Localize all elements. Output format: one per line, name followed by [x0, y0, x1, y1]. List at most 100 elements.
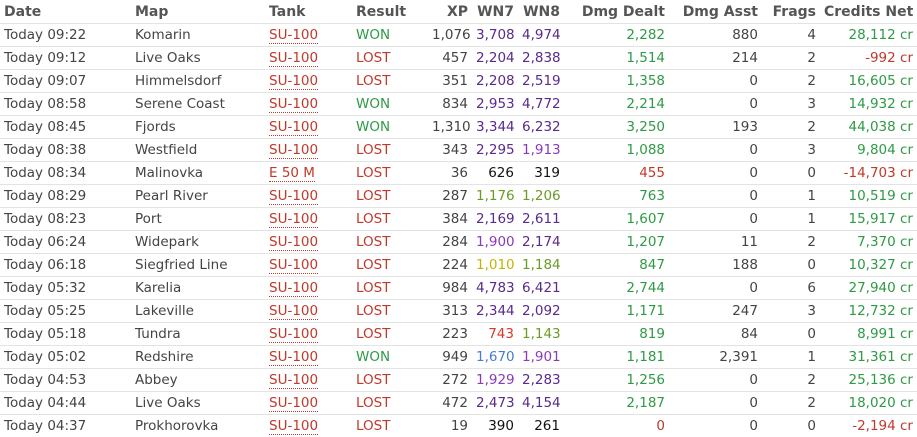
cell-xp: 224 — [428, 254, 472, 277]
tank-link[interactable]: SU-100 — [269, 73, 318, 90]
cell-wn7: 1,929 — [472, 369, 518, 392]
cell-date: Today 09:07 — [0, 70, 131, 93]
cell-date: Today 04:37 — [0, 415, 131, 437]
cell-frags: 1 — [762, 208, 820, 231]
cell-map: Port — [131, 208, 265, 231]
cell-date: Today 06:24 — [0, 231, 131, 254]
cell-wn8: 2,611 — [518, 208, 564, 231]
tank-link[interactable]: SU-100 — [269, 395, 318, 412]
cell-credits-net: -14,703 cr — [820, 162, 917, 185]
cell-wn8: 319 — [518, 162, 564, 185]
cell-wn7: 2,208 — [472, 70, 518, 93]
cell-frags: 4 — [762, 24, 820, 47]
col-header-date[interactable]: Date — [0, 0, 131, 24]
cell-wn7: 4,783 — [472, 277, 518, 300]
cell-xp: 223 — [428, 323, 472, 346]
tank-link[interactable]: SU-100 — [269, 211, 318, 228]
cell-credits-net: 31,361 cr — [820, 346, 917, 369]
col-header-credits-net[interactable]: Credits Net — [820, 0, 917, 24]
tank-link[interactable]: SU-100 — [269, 96, 318, 113]
cell-xp: 384 — [428, 208, 472, 231]
cell-wn8: 6,232 — [518, 116, 564, 139]
col-header-dmg-dealt[interactable]: Dmg Dealt — [564, 0, 669, 24]
cell-wn7: 2,344 — [472, 300, 518, 323]
tank-link[interactable]: SU-100 — [269, 326, 318, 343]
cell-map: Westfield — [131, 139, 265, 162]
cell-wn7: 3,344 — [472, 116, 518, 139]
cell-date: Today 08:34 — [0, 162, 131, 185]
col-header-wn8[interactable]: WN8 — [518, 0, 564, 24]
cell-dmg-asst: 0 — [669, 139, 762, 162]
col-header-result[interactable]: Result — [352, 0, 428, 24]
cell-tank: SU-100 — [265, 369, 352, 392]
cell-wn8: 1,206 — [518, 185, 564, 208]
cell-result: LOST — [352, 254, 428, 277]
cell-result: LOST — [352, 392, 428, 415]
cell-dmg-dealt: 2,214 — [564, 93, 669, 116]
cell-credits-net: 27,940 cr — [820, 277, 917, 300]
tank-link[interactable]: SU-100 — [269, 280, 318, 297]
col-header-wn7[interactable]: WN7 — [472, 0, 518, 24]
cell-frags: 0 — [762, 162, 820, 185]
tank-link[interactable]: SU-100 — [269, 372, 318, 389]
cell-dmg-dealt: 2,744 — [564, 277, 669, 300]
cell-date: Today 05:02 — [0, 346, 131, 369]
tank-link[interactable]: SU-100 — [269, 257, 318, 274]
cell-credits-net: 10,327 cr — [820, 254, 917, 277]
cell-xp: 834 — [428, 93, 472, 116]
cell-tank: SU-100 — [265, 116, 352, 139]
col-header-dmg-asst[interactable]: Dmg Asst — [669, 0, 762, 24]
cell-dmg-dealt: 1,256 — [564, 369, 669, 392]
cell-wn7: 626 — [472, 162, 518, 185]
cell-tank: SU-100 — [265, 24, 352, 47]
cell-wn7: 2,953 — [472, 93, 518, 116]
header-row: Date Map Tank Result XP WN7 WN8 Dmg Deal… — [0, 0, 917, 24]
tank-link[interactable]: E 50 M — [269, 165, 315, 182]
cell-dmg-asst: 0 — [669, 392, 762, 415]
cell-credits-net: 15,917 cr — [820, 208, 917, 231]
cell-result: LOST — [352, 277, 428, 300]
cell-wn8: 2,838 — [518, 47, 564, 70]
col-header-tank[interactable]: Tank — [265, 0, 352, 24]
cell-dmg-asst: 247 — [669, 300, 762, 323]
cell-frags: 2 — [762, 47, 820, 70]
cell-wn8: 2,519 — [518, 70, 564, 93]
cell-frags: 1 — [762, 185, 820, 208]
tank-link[interactable]: SU-100 — [269, 418, 318, 435]
cell-map: Himmelsdorf — [131, 70, 265, 93]
cell-wn8: 4,974 — [518, 24, 564, 47]
cell-dmg-dealt: 1,207 — [564, 231, 669, 254]
cell-frags: 2 — [762, 392, 820, 415]
col-header-frags[interactable]: Frags — [762, 0, 820, 24]
tank-link[interactable]: SU-100 — [269, 349, 318, 366]
cell-xp: 1,076 — [428, 24, 472, 47]
col-header-xp[interactable]: XP — [428, 0, 472, 24]
cell-wn8: 261 — [518, 415, 564, 437]
tank-link[interactable]: SU-100 — [269, 50, 318, 67]
col-header-map[interactable]: Map — [131, 0, 265, 24]
cell-tank: SU-100 — [265, 139, 352, 162]
cell-dmg-asst: 2,391 — [669, 346, 762, 369]
tank-link[interactable]: SU-100 — [269, 234, 318, 251]
tank-link[interactable]: SU-100 — [269, 303, 318, 320]
cell-dmg-asst: 0 — [669, 208, 762, 231]
cell-dmg-dealt: 847 — [564, 254, 669, 277]
tank-link[interactable]: SU-100 — [269, 188, 318, 205]
cell-xp: 351 — [428, 70, 472, 93]
cell-dmg-asst: 0 — [669, 93, 762, 116]
cell-map: Redshire — [131, 346, 265, 369]
cell-frags: 0 — [762, 415, 820, 437]
cell-wn8: 1,184 — [518, 254, 564, 277]
cell-result: LOST — [352, 162, 428, 185]
cell-frags: 3 — [762, 93, 820, 116]
cell-dmg-dealt: 763 — [564, 185, 669, 208]
tank-link[interactable]: SU-100 — [269, 142, 318, 159]
tank-link[interactable]: SU-100 — [269, 27, 318, 44]
cell-result: WON — [352, 24, 428, 47]
cell-result: LOST — [352, 369, 428, 392]
cell-dmg-asst: 0 — [669, 415, 762, 437]
cell-result: LOST — [352, 70, 428, 93]
tank-link[interactable]: SU-100 — [269, 119, 318, 136]
